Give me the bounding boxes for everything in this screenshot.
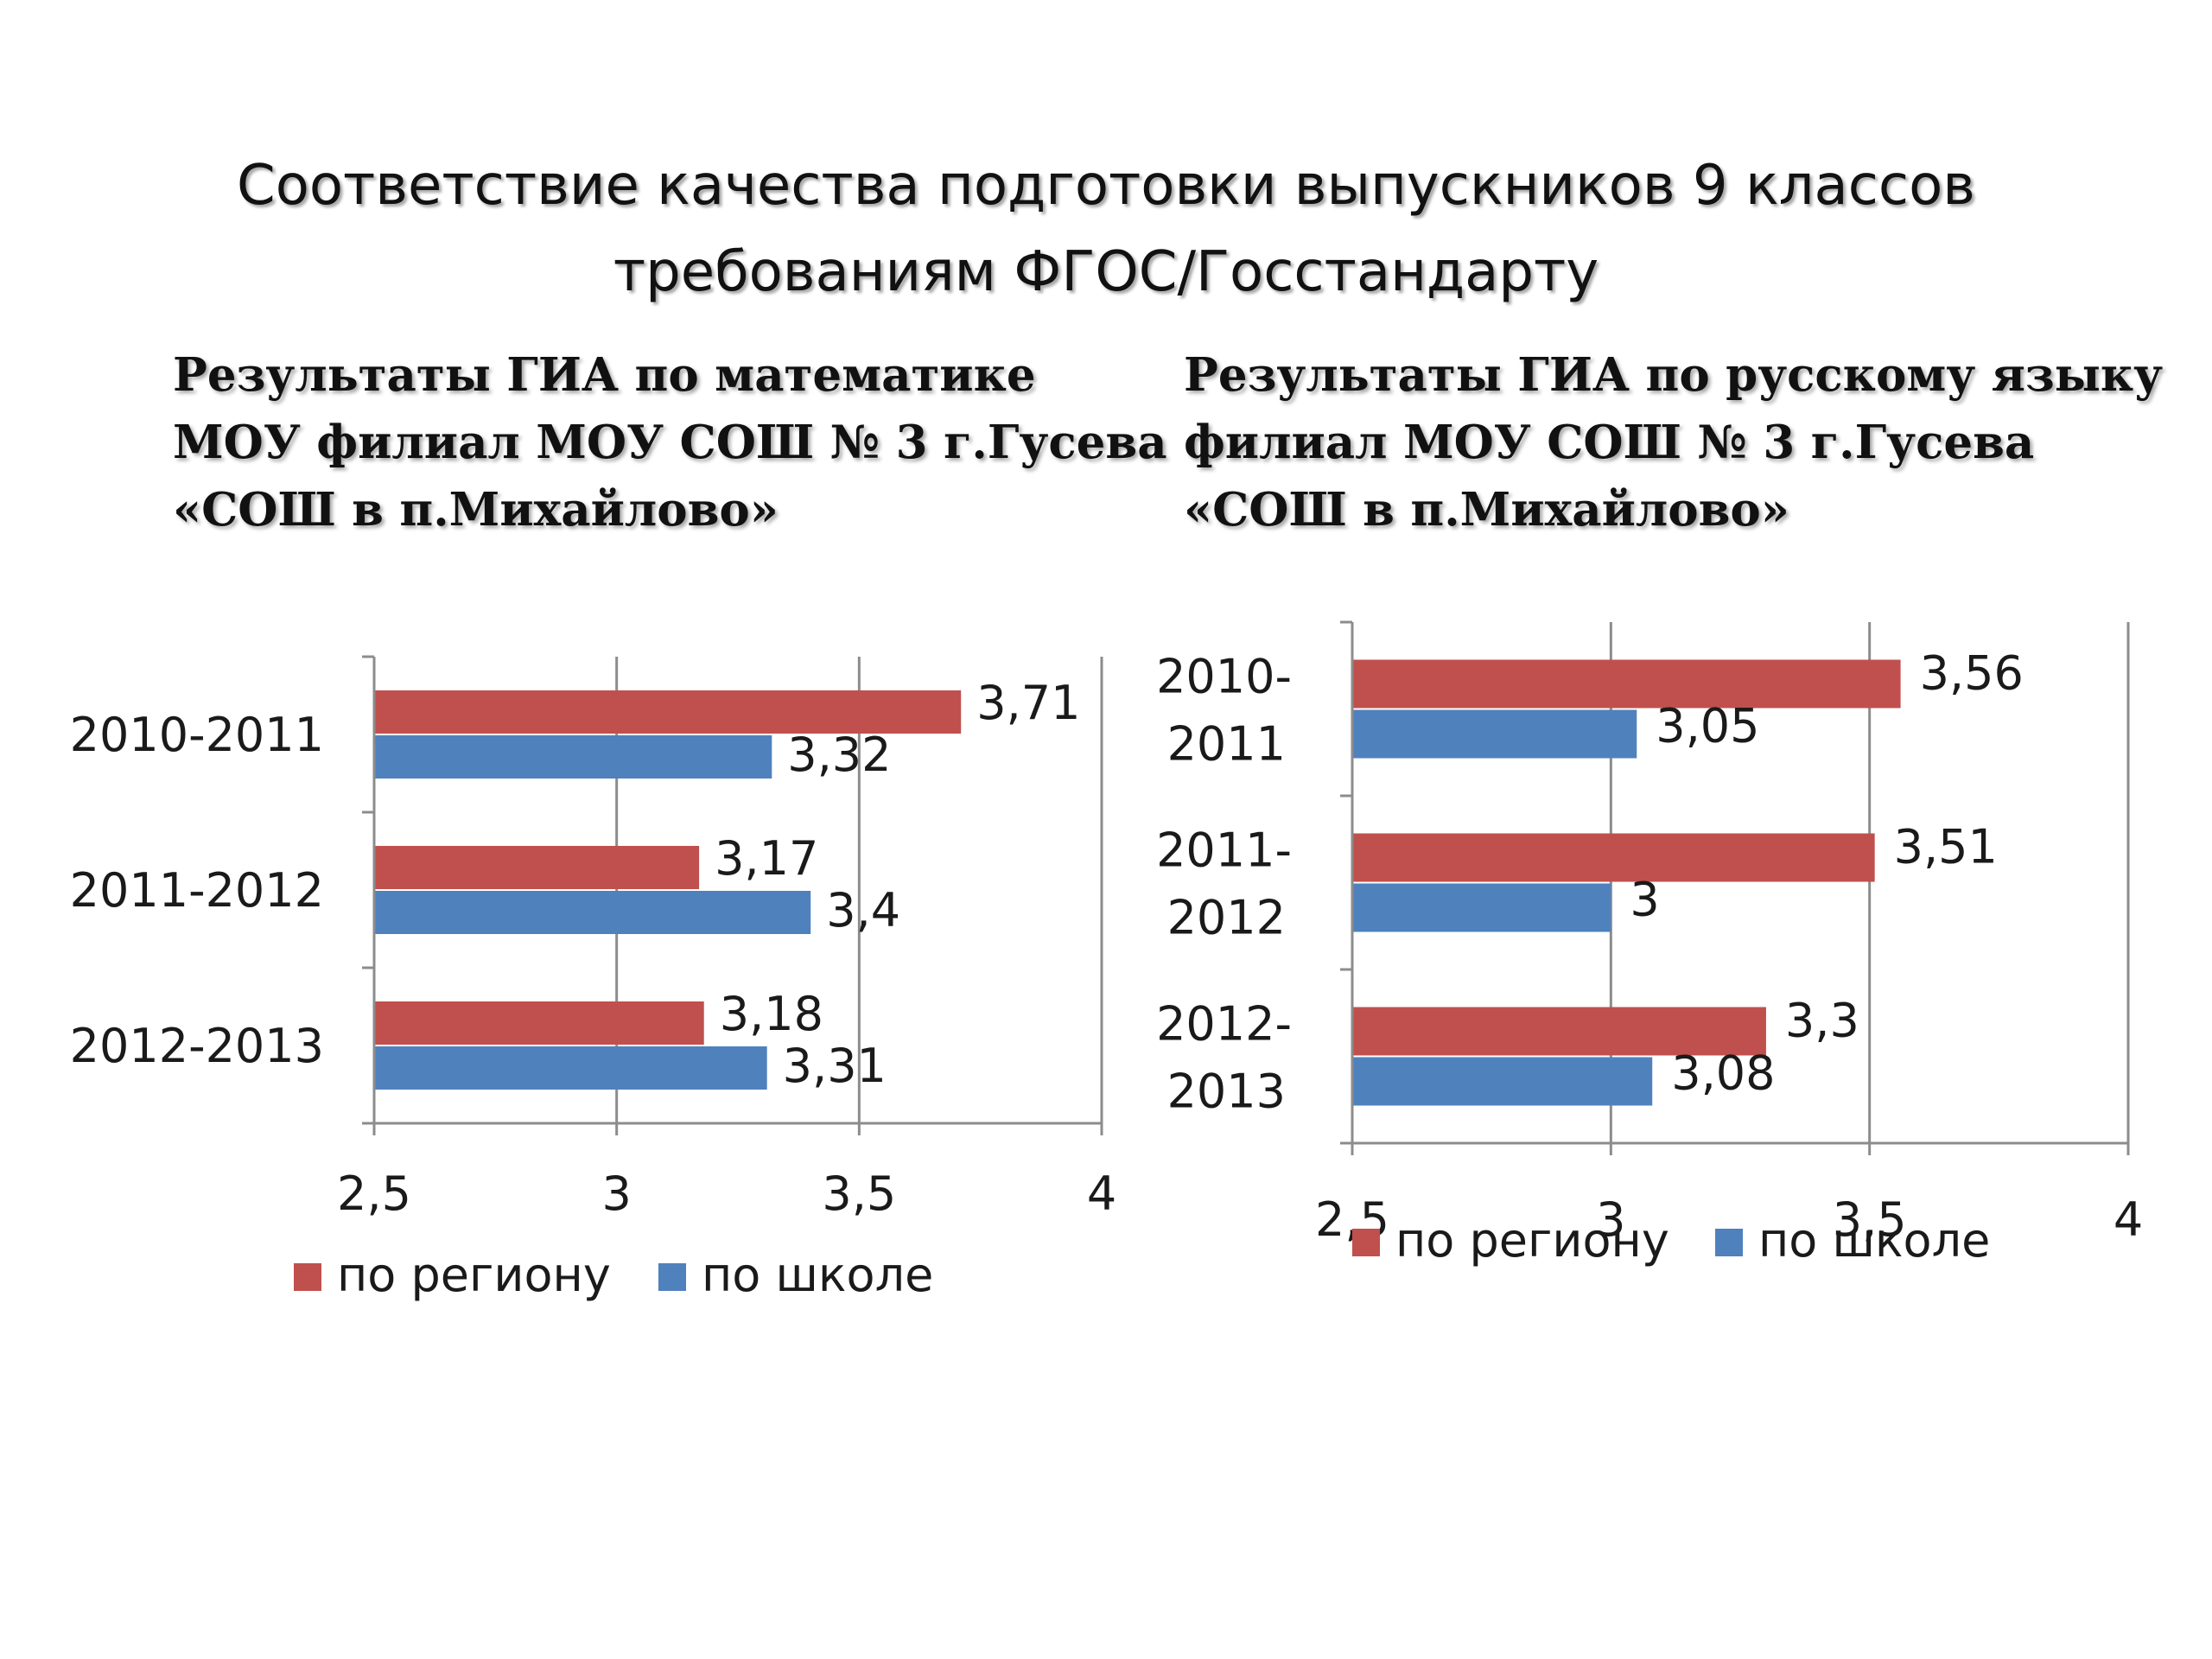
math-data-label-school: 3,31 bbox=[783, 1039, 887, 1093]
russian-category-label: 2012 bbox=[1167, 891, 1286, 945]
math-x-tick-label: 4 bbox=[1087, 1166, 1116, 1221]
math-bar-region bbox=[374, 690, 962, 734]
math-bar-region bbox=[374, 846, 700, 889]
russian-chart-subtitle-line-2: филиал МОУ СОШ № 3 г.Гусева bbox=[1184, 416, 2035, 469]
russian-category-label: 2011 bbox=[1167, 717, 1286, 772]
math-data-label-school: 3,4 bbox=[826, 883, 900, 938]
russian-bar-region bbox=[1352, 1007, 1766, 1056]
math-legend-label-region: по региону bbox=[337, 1248, 611, 1302]
russian-category-label: 2012- bbox=[1156, 997, 1292, 1052]
math-legend-label-school: по школе bbox=[702, 1248, 933, 1302]
math-chart-subtitle-line-2: МОУ филиал МОУ СОШ № 3 г.Гусева bbox=[173, 416, 1167, 469]
russian-x-tick-label: 3 bbox=[1596, 1192, 1625, 1247]
math-bar-region bbox=[374, 1001, 704, 1045]
russian-bar-region bbox=[1352, 833, 1875, 882]
math-data-label-school: 3,32 bbox=[787, 728, 891, 782]
russian-bar-school bbox=[1352, 1057, 1653, 1106]
math-category-label: 2011-2012 bbox=[70, 863, 324, 918]
math-bar-school bbox=[374, 735, 772, 779]
russian-legend-label-region: по региону bbox=[1395, 1213, 1669, 1268]
russian-bar-school bbox=[1352, 883, 1611, 932]
math-chart-subtitle-line-1: Результаты ГИА по математике bbox=[173, 348, 1036, 402]
russian-data-label-school: 3,05 bbox=[1656, 699, 1759, 753]
russian-x-tick-label: 3,5 bbox=[1833, 1192, 1907, 1247]
math-data-label-region: 3,17 bbox=[715, 831, 818, 886]
math-legend-swatch-school bbox=[658, 1263, 686, 1291]
math-x-tick-label: 3 bbox=[601, 1166, 631, 1221]
russian-results-chart: 2,5 3 3,5 43,563,052010-20113,5132011-20123… bbox=[1156, 620, 2143, 1268]
math-data-label-region: 3,18 bbox=[720, 987, 823, 1041]
math-chart-subtitle-line-3: «СОШ в п.Михайлово» bbox=[173, 483, 779, 537]
russian-legend-swatch-region bbox=[1352, 1229, 1380, 1256]
russian-data-label-region: 3,3 bbox=[1785, 994, 1859, 1048]
russian-category-label: 2013 bbox=[1167, 1065, 1286, 1119]
math-x-tick-label: 2,5 bbox=[337, 1166, 411, 1221]
math-x-tick-label: 3,5 bbox=[822, 1166, 896, 1221]
russian-category-label: 2011- bbox=[1156, 823, 1292, 878]
math-data-label-region: 3,71 bbox=[976, 676, 1080, 730]
russian-data-label-region: 3,51 bbox=[1894, 820, 1998, 874]
page-title: Соответствие качества подготовки выпускн… bbox=[0, 143, 2212, 315]
page-title-line-2: требованиям ФГОС/Госстандарту bbox=[613, 240, 1599, 304]
russian-chart-subtitle-line-3: «СОШ в п.Михайлово» bbox=[1184, 483, 1789, 537]
math-bar-school bbox=[374, 891, 811, 934]
russian-data-label-school: 3,08 bbox=[1671, 1046, 1775, 1101]
math-category-label: 2012-2013 bbox=[70, 1019, 324, 1073]
russian-bar-region bbox=[1352, 659, 1901, 709]
math-category-label: 2010-2011 bbox=[70, 708, 324, 762]
russian-chart-subtitle: Результаты ГИА по русскому языку филиал … bbox=[1184, 341, 2163, 543]
math-results-chart: 2,5 3 3,5 4 3,71 3,32 2010-2011 3,173,4 2011-201… bbox=[70, 655, 1116, 1302]
page-title-line-1: Соответствие качества подготовки выпускн… bbox=[237, 154, 1975, 218]
russian-data-label-region: 3,56 bbox=[1920, 646, 2024, 701]
russian-bar-school bbox=[1352, 709, 1637, 759]
russian-chart-subtitle-line-1: Результаты ГИА по русскому языку bbox=[1184, 348, 2164, 402]
russian-legend-label-school: по школе bbox=[1758, 1213, 1990, 1268]
russian-legend-swatch-school bbox=[1715, 1229, 1743, 1256]
math-chart-subtitle: Результаты ГИА по математике МОУ филиал … bbox=[173, 341, 1167, 543]
math-bar-school bbox=[374, 1046, 767, 1090]
russian-x-tick-label: 4 bbox=[2113, 1192, 2143, 1247]
russian-data-label-school: 3 bbox=[1630, 873, 1659, 927]
russian-category-label: 2010- bbox=[1156, 650, 1292, 704]
math-legend-swatch-region bbox=[294, 1263, 321, 1291]
